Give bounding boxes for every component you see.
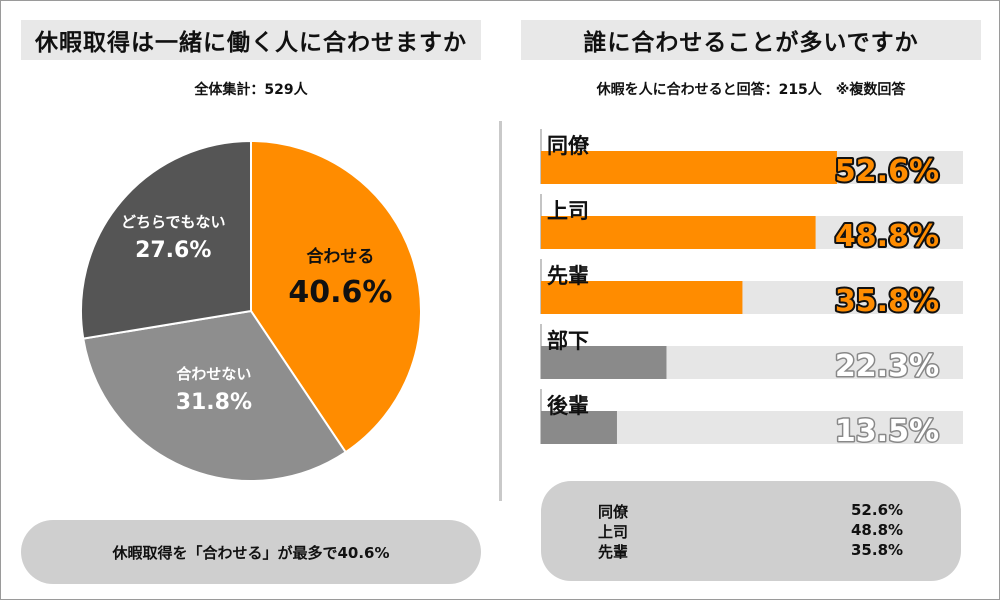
right-title: 誰に合わせることが多いですか	[521, 20, 981, 60]
bar-category-label: 同僚	[547, 134, 590, 158]
bar-douryou	[541, 151, 837, 184]
right-subtitle: 休暇を人に合わせると回答：215人 ※複数回答	[596, 82, 906, 98]
pie-slice-awasenai	[82, 309, 348, 482]
left-title: 休暇取得は一緒に働く人に合わせますか	[21, 20, 481, 60]
left-subtitle: 全体集計：529人	[194, 82, 308, 98]
bar-senpai	[541, 281, 743, 314]
panel-divider	[499, 121, 502, 501]
right-summary: 同僚 52.6% 上司 48.8% 先輩 35.8%	[541, 481, 961, 581]
pie-slice-dochirademonai	[80, 139, 252, 340]
summary-value: 35.8%	[851, 541, 904, 559]
bar-value-label: 35.8%	[835, 284, 939, 319]
summary-label: 同僚	[598, 503, 629, 521]
summary-label: 先輩	[598, 543, 629, 561]
bar-value-label: 13.5%	[835, 414, 939, 449]
summary-value: 48.8%	[851, 521, 904, 539]
pie-chart: 合わせる 40.6% 合わせない 31.8% どちらでもない 27.6%	[80, 139, 422, 482]
left-summary: 休暇取得を「合わせる」が最多で40.6%	[21, 520, 481, 584]
bar-buka	[541, 346, 667, 379]
summary-row: 先輩 35.8%	[541, 541, 961, 561]
bar-value-label: 52.6%	[835, 154, 939, 189]
bar-chart: 同僚 52.6% 上司 48.8% 先輩 35.8% 部下 22.3% 後輩 13.5%	[540, 129, 963, 451]
bar-value-label: 48.8%	[835, 219, 939, 254]
summary-row: 同僚 52.6%	[541, 501, 961, 521]
bar-category-label: 部下	[547, 329, 589, 353]
pie-slice-awaseru	[250, 139, 422, 454]
bar-category-label: 後輩	[547, 394, 589, 418]
summary-value: 52.6%	[851, 501, 904, 519]
summary-row: 上司 48.8%	[541, 521, 961, 541]
bar-joushi	[541, 216, 816, 249]
bar-category-label: 先輩	[547, 264, 589, 288]
bar-value-label: 22.3%	[835, 349, 939, 384]
pie-slice-value: 27.6%	[135, 238, 211, 263]
pie-slice-value: 40.6%	[288, 275, 392, 310]
pie-slice-label: 合わせる	[306, 246, 374, 267]
pie-slice-value: 31.8%	[176, 390, 252, 415]
pie-slice-label: どちらでもない	[121, 213, 226, 231]
pie-slice-label: 合わせない	[175, 365, 251, 383]
summary-label: 上司	[598, 523, 629, 541]
bar-category-label: 上司	[547, 199, 589, 223]
bar-kouhai	[541, 411, 617, 444]
